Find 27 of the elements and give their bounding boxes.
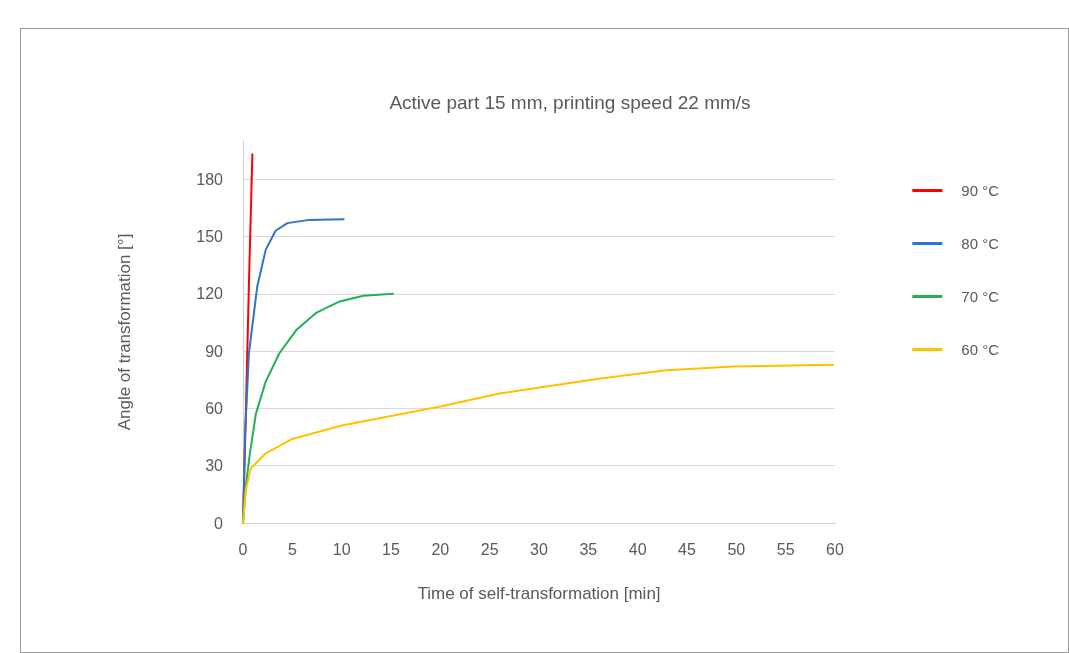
x-tick-label: 55: [776, 540, 795, 558]
y-tick-label: 120: [196, 285, 224, 303]
y-tick-label: 30: [205, 457, 224, 475]
y-tick-label: 180: [196, 170, 224, 188]
x-tick-label: 25: [480, 540, 499, 558]
y-axis-title: Angle of transformation [°]: [115, 233, 134, 431]
x-tick-label: 60: [826, 540, 844, 558]
legend-label: 60 °C: [961, 341, 1000, 358]
x-tick-label: 35: [579, 540, 598, 558]
chart-title: Active part 15 mm, printing speed 22 mm/s: [389, 92, 751, 113]
x-tick-label: 10: [332, 540, 351, 558]
x-tick-label: 20: [431, 540, 450, 558]
y-tick-label: 150: [196, 228, 224, 245]
x-tick-label: 45: [678, 540, 696, 558]
legend-label: 70 °C: [961, 288, 1000, 305]
x-tick-label: 30: [530, 540, 548, 558]
legend-label: 90 °C: [961, 182, 1000, 199]
y-tick-label: 90: [205, 342, 224, 360]
x-tick-label: 15: [382, 540, 400, 558]
y-tick-label: 0: [214, 514, 224, 532]
x-tick-label: 40: [628, 540, 647, 558]
x-tick-label: 0: [238, 540, 248, 558]
x-tick-label: 5: [287, 540, 297, 558]
x-tick-label: 50: [727, 540, 746, 558]
legend-label: 80 °C: [961, 235, 1000, 252]
x-axis-title: Time of self-transformation [min]: [417, 584, 661, 603]
y-tick-label: 60: [205, 399, 224, 417]
